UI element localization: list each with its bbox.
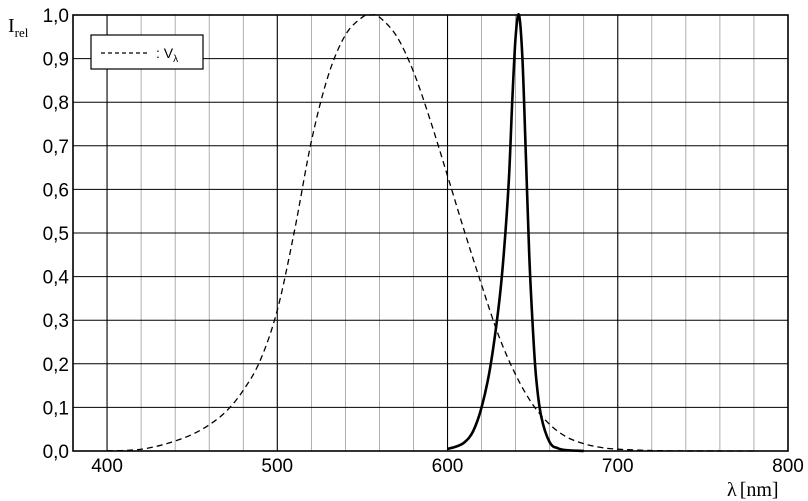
y-tick-label: 0,9 xyxy=(43,50,69,71)
x-axis-label: λ [nm] xyxy=(727,479,779,501)
y-tick-label: 0,6 xyxy=(43,180,69,201)
y-tick-label: 0,4 xyxy=(43,268,70,289)
y-tick-label: 0,5 xyxy=(43,224,69,245)
x-tick-label: 400 xyxy=(91,456,123,477)
y-tick-label: 0,2 xyxy=(43,355,69,376)
y-tick-label: 1,0 xyxy=(43,6,69,27)
series-v-lambda-curve xyxy=(107,14,754,452)
y-tick-label: 0,0 xyxy=(43,442,69,463)
grid xyxy=(73,15,788,451)
legend: : Vλ xyxy=(90,34,204,70)
x-tick-label: 800 xyxy=(772,456,804,477)
y-tick-labels: 0,0 0,1 0,2 0,3 0,4 0,5 0,6 0,7 0,8 0,9 1,0 xyxy=(43,6,70,463)
legend-box xyxy=(90,34,204,70)
x-tick-label: 500 xyxy=(261,456,293,477)
legend-label: : Vλ xyxy=(156,45,178,65)
x-tick-labels: 400 500 600 700 800 xyxy=(91,456,804,477)
y-tick-label: 0,7 xyxy=(43,137,69,158)
y-axis-label: Irel xyxy=(8,15,29,40)
plot-frame xyxy=(72,14,789,452)
y-tick-label: 0,8 xyxy=(43,93,69,114)
x-tick-label: 700 xyxy=(602,456,634,477)
y-tick-label: 0,3 xyxy=(43,311,69,332)
x-tick-label: 600 xyxy=(432,456,464,477)
y-tick-label: 0,1 xyxy=(43,398,69,419)
